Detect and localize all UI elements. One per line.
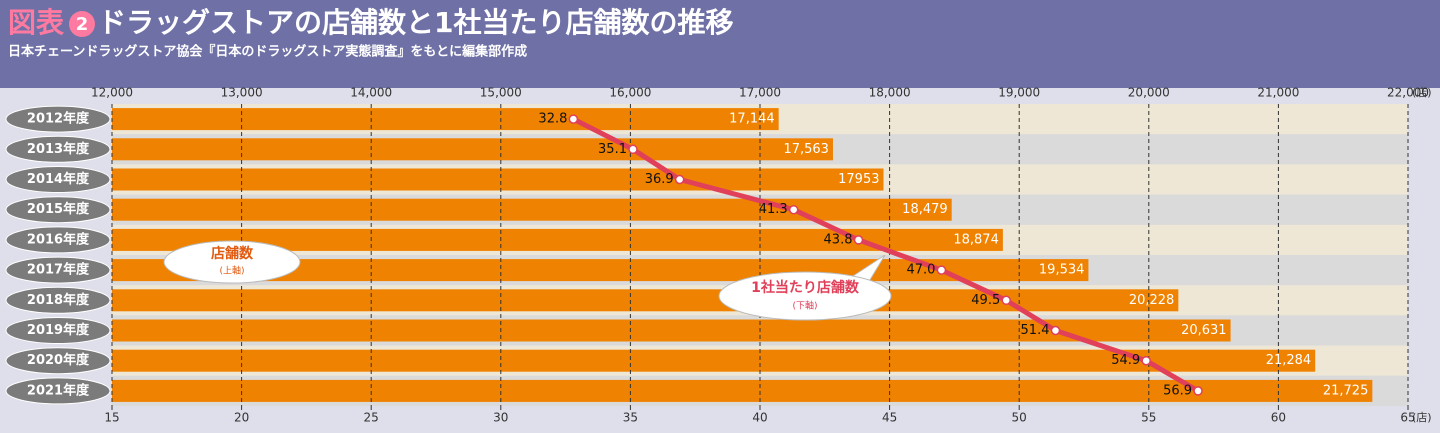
x-tick-label: 19,000 — [998, 86, 1040, 100]
line-point — [853, 235, 864, 245]
line — [572, 116, 1200, 394]
category-pill — [5, 256, 111, 284]
bar-value-label: 20,631 — [1181, 323, 1227, 338]
x-tick-label: 22,000 — [1387, 86, 1429, 100]
x2-tick-label: 55 — [1141, 411, 1156, 425]
bar-value-label: 17,563 — [783, 142, 829, 157]
bar — [112, 198, 952, 221]
legend-label: 1社当たり店舗数 — [751, 279, 860, 296]
line-value-label: 41.3 — [759, 202, 788, 217]
x2-tick-label: 65 — [1400, 411, 1415, 425]
line-value-label: 47.0 — [906, 263, 935, 278]
title-number-badge — [69, 11, 95, 37]
bar — [112, 319, 1231, 342]
x2-tick-label: 30 — [493, 411, 508, 425]
line-point — [936, 265, 947, 275]
x-tick-label: 18,000 — [869, 86, 911, 100]
bar — [112, 138, 833, 161]
title-number: 2 — [76, 14, 89, 35]
x2-tick-label: 45 — [882, 411, 897, 425]
x2-tick-label: 50 — [1012, 411, 1027, 425]
header-band — [0, 0, 1440, 88]
category-label: 2012年度 — [27, 111, 90, 127]
category-label: 2015年度 — [27, 201, 90, 217]
legend-label: 店舗数 — [211, 245, 254, 262]
category-label: 2021年度 — [27, 382, 90, 398]
line-value-label: 54.9 — [1111, 353, 1140, 368]
category-pill — [5, 377, 111, 405]
x2-tick-label: 35 — [623, 411, 638, 425]
title-prefix: 図表 — [8, 6, 65, 39]
bar-value-label: 21,284 — [1266, 353, 1312, 368]
line-value-label: 32.8 — [538, 112, 567, 127]
x-tick-label: 14,000 — [350, 86, 392, 100]
category-pill — [5, 105, 111, 133]
x2-axis-unit: (店) — [1412, 411, 1432, 424]
line-value-label: 43.8 — [824, 232, 853, 247]
x-axis-unit: (店) — [1412, 86, 1432, 99]
category-label: 2019年度 — [27, 322, 90, 338]
category-label: 2017年度 — [27, 262, 90, 278]
chart-subtitle: 日本チェーンドラッグストア協会『日本のドラッグストア実態調査』をもとに編集部作成 — [8, 44, 527, 60]
line-point — [788, 204, 799, 215]
line-point — [1050, 325, 1061, 336]
line-value-label: 56.9 — [1163, 383, 1192, 398]
line-point — [674, 174, 685, 185]
line-value-label: 36.9 — [645, 172, 674, 187]
bar-value-label: 19,534 — [1039, 263, 1085, 278]
line-point — [568, 114, 579, 124]
bar — [112, 349, 1316, 372]
bar-value-label: 18,479 — [902, 202, 948, 217]
bar — [112, 168, 884, 191]
bar-value-label: 17953 — [838, 172, 879, 187]
x2-tick-label: 25 — [364, 411, 379, 425]
category-pill — [5, 135, 111, 163]
category-label: 2013年度 — [27, 141, 90, 157]
category-label: 2020年度 — [27, 352, 90, 368]
category-pill — [5, 226, 111, 254]
category-label: 2018年度 — [27, 292, 90, 308]
legend-bubble — [718, 271, 892, 321]
x-tick-label: 15,000 — [480, 86, 522, 100]
x-tick-label: 21,000 — [1257, 86, 1299, 100]
bar — [112, 108, 779, 131]
line-point — [628, 144, 638, 155]
x2-tick-label: 20 — [234, 411, 249, 425]
x-tick-label: 12,000 — [91, 86, 133, 100]
legend-axis-note: (下軸) — [792, 300, 817, 312]
bar-value-label: 17,144 — [729, 112, 775, 127]
x-tick-label: 17,000 — [739, 86, 781, 100]
line-value-label: 35.1 — [598, 142, 627, 157]
line-value-label: 49.5 — [971, 293, 1000, 308]
x2-tick-label: 60 — [1271, 411, 1286, 425]
bar-value-label: 18,874 — [953, 232, 999, 247]
legend-axis-note: (上軸) — [219, 265, 244, 277]
x2-tick-label: 40 — [752, 411, 767, 425]
category-pill — [5, 317, 111, 344]
x-tick-label: 20,000 — [1128, 86, 1170, 100]
bar — [112, 379, 1373, 402]
category-label: 2014年度 — [27, 171, 90, 187]
x2-tick-label: 15 — [104, 411, 119, 425]
legend-bubble — [163, 240, 301, 284]
category-pill — [5, 196, 111, 224]
bar — [112, 228, 1003, 251]
x-tick-label: 13,000 — [221, 86, 263, 100]
line-point — [1193, 386, 1203, 396]
x-tick-label: 16,000 — [609, 86, 651, 100]
bar — [112, 289, 1179, 312]
line-point — [1141, 355, 1151, 366]
bar-value-label: 21,725 — [1323, 383, 1369, 398]
line-point — [1001, 295, 1011, 306]
category-pill — [5, 166, 111, 193]
category-pill — [5, 347, 111, 375]
line-value-label: 51.4 — [1021, 323, 1050, 338]
category-label: 2016年度 — [27, 231, 90, 247]
chart-title: ドラッグストアの店舗数と1社当たり店舗数の推移 — [98, 6, 734, 39]
category-pill — [5, 286, 111, 314]
bar-value-label: 20,228 — [1129, 293, 1175, 308]
